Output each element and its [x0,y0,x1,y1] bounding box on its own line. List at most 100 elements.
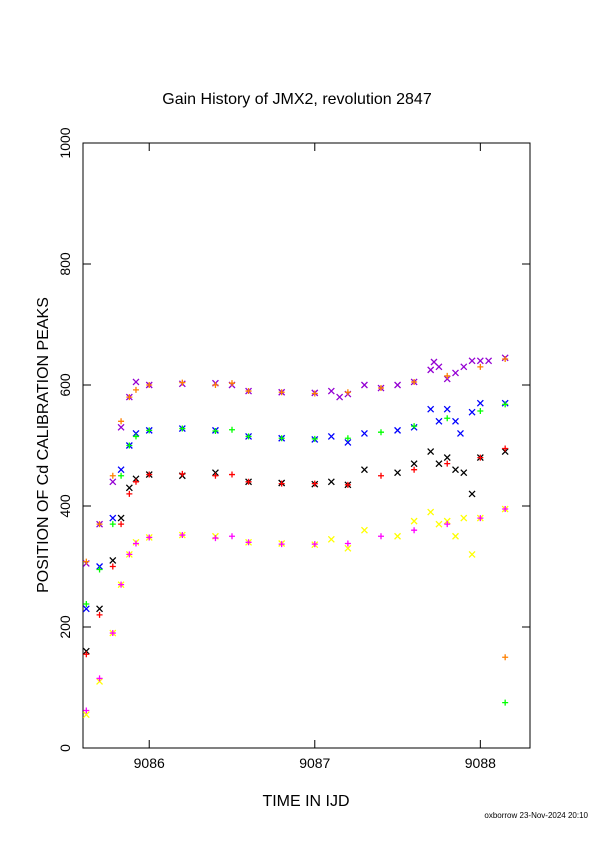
data-point [443,375,451,383]
data-point [82,605,90,613]
data-point [96,521,103,528]
data-point [344,544,352,552]
data-point [435,460,443,468]
y-tick-label: 600 [57,373,73,397]
y-tick-label: 1000 [57,127,73,158]
footer-credit: oxborrow 23-Nov-2024 20:10 [484,811,588,820]
data-point [452,532,459,540]
data-point [378,385,384,392]
data-point [311,541,318,548]
data-point [179,532,186,539]
data-point [278,389,285,396]
data-point [179,379,186,386]
data-point [485,357,493,365]
data-point [278,435,285,442]
series-7 [83,506,509,714]
data-point [477,363,484,370]
series-3 [83,401,509,706]
data-point [211,469,219,477]
data-point [435,417,443,425]
data-point [117,466,125,474]
x-axis-label: TIME IN IJD [262,793,349,810]
data-point [212,427,219,434]
data-point [344,389,351,396]
data-point [327,535,335,543]
data-point [83,558,90,565]
x-axis-ticks: 9086 9087 9088 [134,143,496,771]
data-point [278,541,285,548]
data-point [311,480,318,487]
series-1 [83,355,509,661]
data-point [443,454,451,462]
data-point [344,540,351,547]
data-point [502,506,509,513]
data-point [427,366,435,374]
series-layer [82,354,509,719]
data-point [132,540,139,547]
data-point [501,448,509,456]
data-point [452,466,459,474]
data-point [502,654,509,661]
data-point [146,471,153,478]
data-point [410,517,418,525]
data-point [468,490,476,498]
data-point [327,432,335,440]
x-tick-label: 9086 [134,755,165,771]
data-point [311,435,318,442]
data-point [126,442,133,449]
data-point [132,386,139,393]
data-point [360,381,368,389]
data-point [394,532,402,540]
data-point [360,466,368,474]
data-point [109,630,116,637]
series-2 [82,399,509,613]
data-point [477,454,484,461]
data-point [118,521,125,528]
data-point [126,490,133,497]
data-point [410,460,418,468]
data-point [344,439,352,446]
data-point [126,394,133,401]
data-point [327,387,335,395]
data-point [118,472,125,479]
data-point [83,651,90,658]
data-point [83,601,90,608]
data-point [212,382,219,388]
y-tick-label: 800 [57,252,73,276]
data-point [444,460,451,467]
data-point [132,429,140,437]
data-point [476,399,484,407]
data-point [502,445,509,452]
data-point [278,480,285,487]
data-point [126,551,133,558]
data-point [411,378,418,385]
series-5 [83,445,509,658]
data-point [229,380,235,387]
data-point [468,408,476,416]
plot-frame [82,142,531,749]
data-point [444,521,451,528]
data-point [245,388,252,395]
data-point [427,448,435,456]
data-point [344,435,351,442]
data-point [146,534,153,541]
data-point [82,647,90,655]
data-point [452,417,459,425]
data-point [109,514,117,522]
data-point [96,563,104,570]
data-point [460,363,468,371]
data-point [96,675,103,682]
data-point [477,408,484,415]
data-point [444,415,451,422]
series-4 [82,448,509,655]
data-point [378,429,384,436]
data-point [117,423,125,431]
data-point [229,533,235,540]
data-point [146,427,153,434]
data-point [132,433,139,440]
data-point [394,381,402,389]
data-point [146,382,153,388]
data-point [360,429,368,437]
x-tick-label: 9088 [465,755,496,771]
data-point [457,429,464,437]
